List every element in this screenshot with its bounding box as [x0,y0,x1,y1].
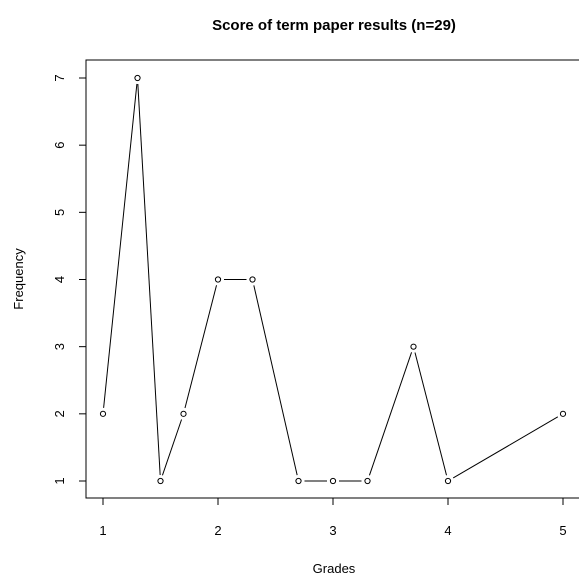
y-tick-label: 4 [52,276,67,283]
x-tick-label: 3 [329,523,336,538]
series-segment [184,285,217,409]
y-tick-label: 6 [52,142,67,149]
series-segment [253,285,298,476]
y-tick-label: 3 [52,343,67,350]
y-axis-label: Frequency [11,248,26,310]
y-tick-label: 7 [52,74,67,81]
data-point [364,477,371,485]
series-segment [137,83,161,476]
data-point [295,477,302,485]
data-point [559,410,567,417]
data-point [444,477,452,485]
x-tick-label: 1 [99,523,106,538]
data-point [180,410,187,417]
plot-frame [85,59,579,499]
data-point [134,74,141,82]
series-points [99,74,567,485]
data-point [329,477,337,485]
y-tick-label: 1 [52,477,67,484]
x-axis-label: Grades [313,561,356,576]
data-point [249,276,256,283]
x-tick-label: 5 [559,523,566,538]
data-point [410,343,417,350]
series-lines [103,83,559,482]
series-segment [452,416,559,479]
data-point [214,276,222,283]
data-point [157,477,164,485]
series-segment [103,83,138,408]
x-tick-label: 2 [214,523,221,538]
chart-title: Score of term paper results (n=29) [212,17,456,34]
y-axis: 1 2 3 4 5 6 7 [52,74,87,485]
x-tick-label: 4 [444,523,451,538]
x-axis: 1 2 3 4 5 [99,497,567,538]
y-tick-label: 5 [52,209,67,216]
y-tick-label: 2 [52,410,67,417]
series-segment [414,352,447,476]
series-segment [368,352,413,476]
data-point [99,410,107,417]
series-segment [161,419,183,476]
